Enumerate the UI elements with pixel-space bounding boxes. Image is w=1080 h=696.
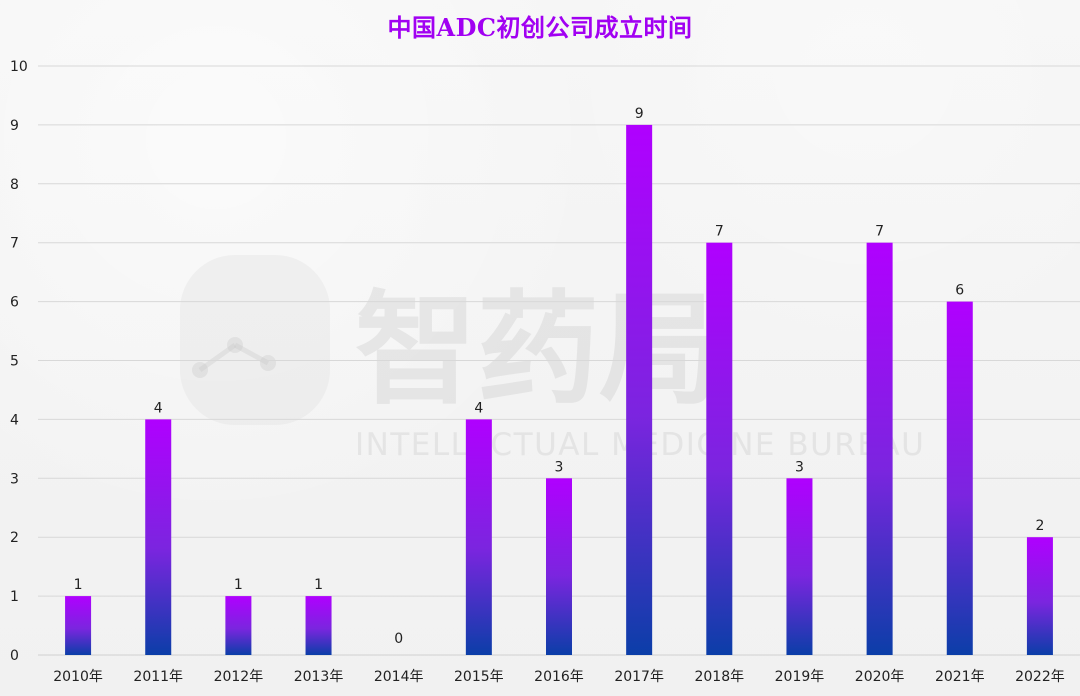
y-tick-label: 10 bbox=[10, 59, 28, 75]
x-tick-label: 2011年 bbox=[133, 669, 183, 685]
x-tick-label: 2016年 bbox=[534, 669, 584, 685]
bar-value-label: 3 bbox=[555, 459, 564, 475]
bar-2018年 bbox=[706, 242, 733, 655]
bar-value-label: 2 bbox=[1035, 518, 1044, 534]
x-tick-label: 2010年 bbox=[53, 669, 103, 685]
x-tick-label: 2018年 bbox=[694, 669, 744, 685]
chart-title: 中国ADC初创公司成立时间 bbox=[387, 13, 693, 42]
bar-value-label: 1 bbox=[234, 577, 243, 593]
bar-2013年 bbox=[305, 596, 332, 655]
x-tick-label: 2015年 bbox=[454, 669, 504, 685]
bar-value-label: 7 bbox=[715, 224, 724, 240]
bar-value-label: 9 bbox=[635, 106, 644, 122]
watermark-chinese: 智药局 bbox=[355, 279, 721, 421]
x-tick-label: 2019年 bbox=[775, 669, 825, 685]
bar-value-label: 6 bbox=[955, 283, 964, 299]
x-tick-label: 2017年 bbox=[614, 669, 664, 685]
bar-2022年 bbox=[1026, 537, 1053, 655]
y-tick-label: 6 bbox=[10, 295, 19, 311]
bar-2010年 bbox=[65, 596, 92, 655]
x-tick-label: 2021年 bbox=[935, 669, 985, 685]
bar-value-label: 1 bbox=[74, 577, 83, 593]
y-tick-label: 4 bbox=[10, 412, 19, 428]
bar-2016年 bbox=[546, 478, 572, 655]
watermark-logo-node-3 bbox=[260, 355, 276, 371]
bar-2015年 bbox=[465, 419, 492, 655]
y-tick-label: 2 bbox=[10, 530, 19, 546]
y-tick-label: 9 bbox=[10, 118, 19, 134]
bar-value-label: 7 bbox=[875, 224, 884, 240]
watermark: 智药局 INTELLECTUAL MEDICINE BUREAU bbox=[180, 255, 924, 463]
bar-2011年 bbox=[145, 419, 172, 655]
watermark-logo-node-2 bbox=[227, 337, 243, 353]
x-tick-label: 2014年 bbox=[374, 669, 424, 685]
y-tick-label: 0 bbox=[10, 648, 19, 664]
watermark-logo bbox=[180, 255, 330, 425]
grid bbox=[38, 65, 1080, 656]
bar-value-label: 3 bbox=[795, 459, 804, 475]
x-tick-label: 2022年 bbox=[1015, 669, 1065, 685]
y-tick-label: 5 bbox=[10, 354, 19, 370]
bar-value-label: 0 bbox=[394, 631, 403, 647]
bar-2020年 bbox=[866, 242, 893, 655]
bar-value-label: 4 bbox=[154, 400, 163, 416]
watermark-logo-line-1 bbox=[198, 342, 237, 373]
x-tick-label: 2013年 bbox=[294, 669, 344, 685]
y-axis-labels: 0 1 2 3 4 5 6 7 8 9 10 bbox=[10, 59, 28, 664]
bar-2017年 bbox=[626, 124, 653, 655]
bar-2012年 bbox=[225, 596, 252, 655]
y-tick-label: 3 bbox=[10, 471, 19, 487]
bars bbox=[65, 124, 1053, 655]
value-labels: 1 4 1 1 0 4 3 9 7 3 7 6 2 bbox=[74, 106, 1045, 647]
bar-value-label: 4 bbox=[474, 400, 483, 416]
watermark-logo-node-1 bbox=[192, 362, 208, 378]
bar-2021年 bbox=[946, 301, 973, 655]
y-tick-label: 7 bbox=[10, 236, 19, 252]
watermark-logo-shape bbox=[180, 255, 330, 425]
y-tick-label: 8 bbox=[10, 177, 19, 193]
bar-value-label: 1 bbox=[314, 577, 323, 593]
y-tick-label: 1 bbox=[10, 589, 19, 605]
x-tick-label: 2012年 bbox=[214, 669, 264, 685]
bar-2019年 bbox=[786, 478, 813, 655]
x-axis-labels: 2010年 2011年 2012年 2013年 2014年 2015年 2016年 2017年… bbox=[53, 669, 1064, 685]
x-tick-label: 2020年 bbox=[855, 669, 905, 685]
